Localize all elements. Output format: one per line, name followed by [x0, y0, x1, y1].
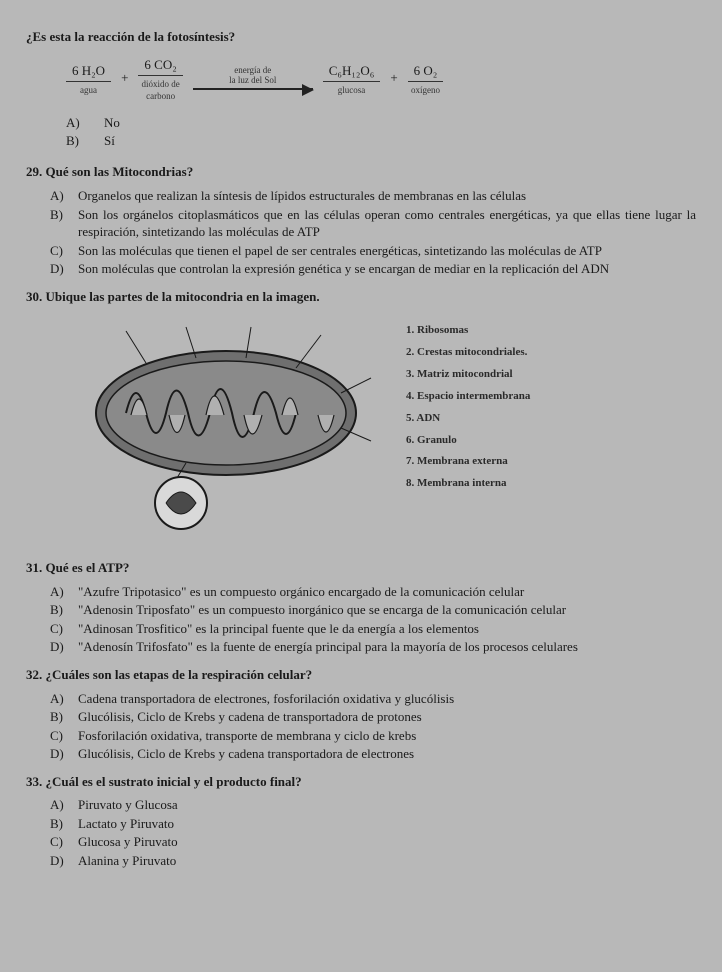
equation: 6 H₂O agua + 6 CO₂ dióxido de carbono en… — [66, 54, 696, 103]
option-b: B)Lactato y Piruvato — [50, 815, 696, 833]
question-32: 32. ¿Cuáles son las etapas de la respira… — [26, 666, 696, 763]
question-title: 29. Qué son las Mitocondrias? — [26, 163, 696, 181]
product-glucose: C₆H₁₂O₆ glucosa — [323, 60, 381, 97]
reactant-water: 6 H₂O agua — [66, 60, 111, 97]
legend-item: 4. Espacio intermembrana — [406, 389, 530, 404]
question-title: 32. ¿Cuáles son las etapas de la respira… — [26, 666, 696, 684]
reactant-co2: 6 CO₂ dióxido de carbono — [138, 54, 182, 103]
legend-item: 3. Matriz mitocondrial — [406, 367, 530, 382]
question-title: 31. Qué es el ATP? — [26, 559, 696, 577]
question-31: 31. Qué es el ATP? A)"Azufre Tripotasico… — [26, 559, 696, 656]
options: A)Piruvato y Glucosa B)Lactato y Piruvat… — [50, 796, 696, 869]
legend-item: 6. Granulo — [406, 433, 530, 448]
question-title: 30. Ubique las partes de la mitocondria … — [26, 288, 696, 306]
option-c: C)Glucosa y Piruvato — [50, 833, 696, 851]
legend-item: 8. Membrana interna — [406, 476, 530, 491]
options: A)"Azufre Tripotasico" es un compuesto o… — [50, 583, 696, 656]
reaction-arrow: energía de la luz del Sol — [193, 66, 313, 90]
legend: 1. Ribosomas 2. Crestas mitocondriales. … — [406, 323, 530, 498]
product-oxygen: 6 O₂ oxígeno — [408, 60, 444, 97]
question-photosynthesis: ¿Es esta la reacción de la fotosíntesis?… — [26, 28, 696, 149]
option-a: A)Organelos que realizan la síntesis de … — [50, 187, 696, 205]
question-30: 30. Ubique las partes de la mitocondria … — [26, 288, 696, 534]
option-a: A) No — [66, 114, 696, 132]
question-title: ¿Es esta la reacción de la fotosíntesis? — [26, 28, 696, 46]
legend-item: 2. Crestas mitocondriales. — [406, 345, 530, 360]
options: A)Organelos que realizan la síntesis de … — [50, 187, 696, 278]
option-d: D)"Adenosín Trifosfato" es la fuente de … — [50, 638, 696, 656]
option-b: B) Sí — [66, 132, 696, 150]
question-29: 29. Qué son las Mitocondrias? A)Organelo… — [26, 163, 696, 277]
option-a: A)"Azufre Tripotasico" es un compuesto o… — [50, 583, 696, 601]
option-b: B)Son los orgánelos citoplasmáticos que … — [50, 206, 696, 241]
options: A) No B) Sí — [66, 114, 696, 149]
options: A)Cadena transportadora de electrones, f… — [50, 690, 696, 763]
question-title: 33. ¿Cuál es el sustrato inicial y el pr… — [26, 773, 696, 791]
option-c: C)"Adinosan Trosfitico" es la principal … — [50, 620, 696, 638]
option-a: A)Piruvato y Glucosa — [50, 796, 696, 814]
plus-sign: + — [390, 69, 397, 87]
option-b: B)Glucólisis, Ciclo de Krebs y cadena de… — [50, 708, 696, 726]
legend-item: 5. ADN — [406, 411, 530, 426]
option-d: D)Alanina y Piruvato — [50, 852, 696, 870]
legend-item: 1. Ribosomas — [406, 323, 530, 338]
option-d: D)Glucólisis, Ciclo de Krebs y cadena tr… — [50, 745, 696, 763]
question-33: 33. ¿Cuál es el sustrato inicial y el pr… — [26, 773, 696, 870]
mitochondria-diagram — [86, 323, 376, 533]
plus-sign: + — [121, 69, 128, 87]
legend-item: 7. Membrana externa — [406, 454, 530, 469]
option-c: C)Son las moléculas que tienen el papel … — [50, 242, 696, 260]
option-b: B)"Adenosin Triposfato" es un compuesto … — [50, 601, 696, 619]
option-a: A)Cadena transportadora de electrones, f… — [50, 690, 696, 708]
option-d: D)Son moléculas que controlan la expresi… — [50, 260, 696, 278]
option-c: C)Fosforilación oxidativa, transporte de… — [50, 727, 696, 745]
